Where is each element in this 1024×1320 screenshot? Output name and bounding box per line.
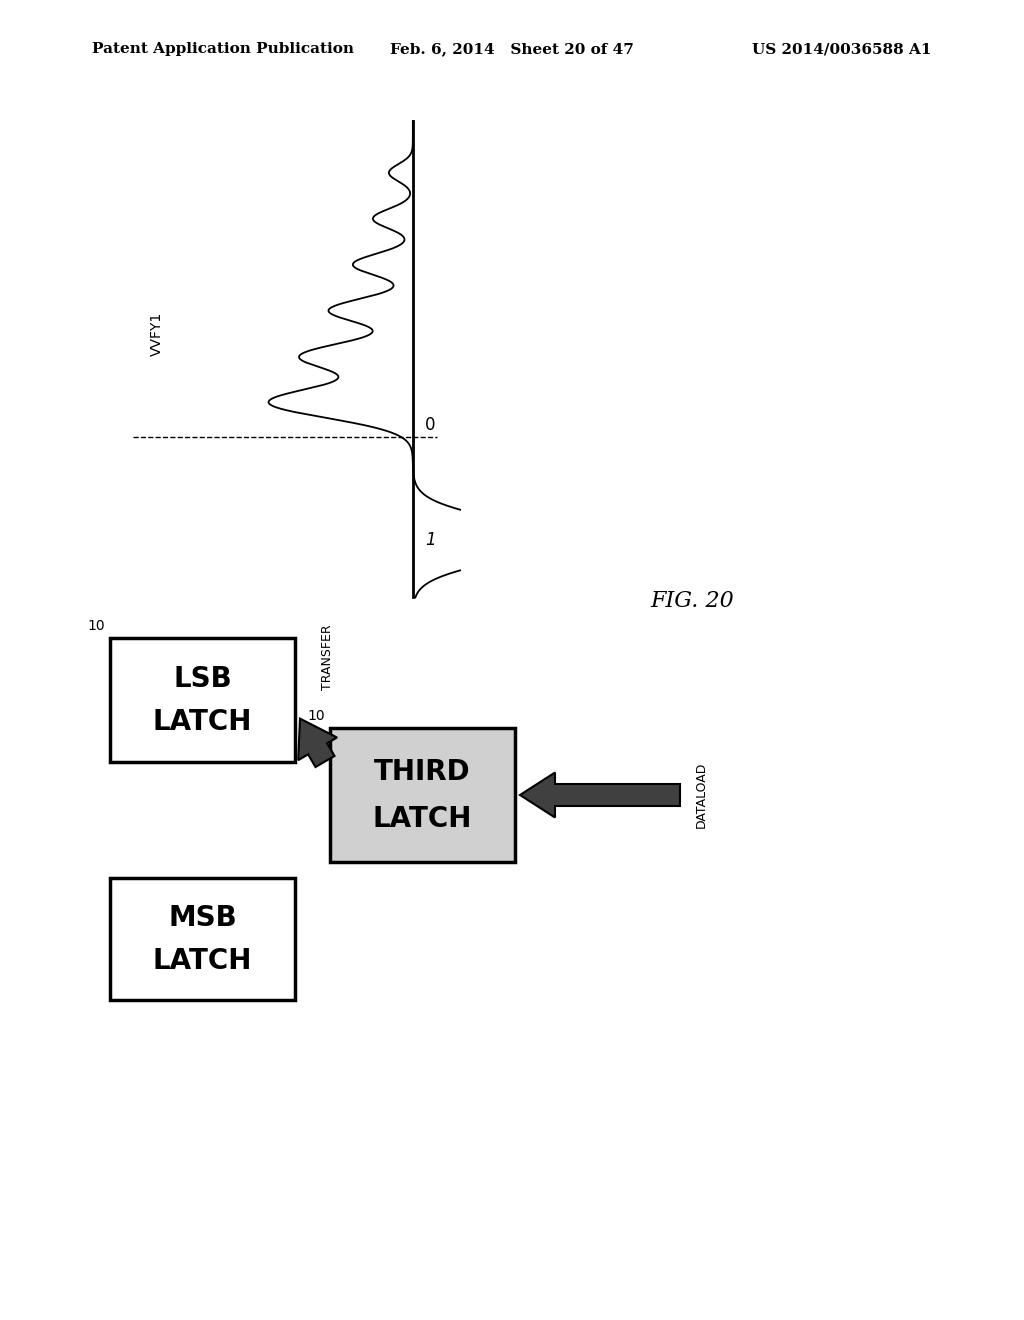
Text: MSB: MSB: [168, 904, 237, 932]
Text: Patent Application Publication: Patent Application Publication: [92, 42, 354, 57]
Text: 1: 1: [425, 531, 435, 549]
Bar: [330, 729, 515, 862]
Text: TRANSFER: TRANSFER: [321, 624, 334, 690]
Text: LATCH: LATCH: [373, 805, 472, 833]
Text: 10: 10: [87, 619, 105, 634]
Bar: [110, 638, 295, 762]
Text: DATALOAD: DATALOAD: [695, 762, 708, 828]
Text: Feb. 6, 2014   Sheet 20 of 47: Feb. 6, 2014 Sheet 20 of 47: [390, 42, 634, 57]
Text: VVFY1: VVFY1: [151, 312, 164, 355]
FancyArrow shape: [298, 718, 337, 767]
Text: THIRD: THIRD: [374, 758, 471, 787]
Text: LATCH: LATCH: [153, 946, 252, 975]
Text: 10: 10: [307, 709, 325, 723]
Text: FIG. 20: FIG. 20: [650, 590, 734, 612]
Text: LSB: LSB: [173, 665, 231, 693]
Text: US 2014/0036588 A1: US 2014/0036588 A1: [753, 42, 932, 57]
Text: 0: 0: [425, 416, 435, 434]
FancyArrow shape: [520, 772, 680, 817]
Bar: [110, 878, 295, 1001]
Text: LATCH: LATCH: [153, 709, 252, 737]
